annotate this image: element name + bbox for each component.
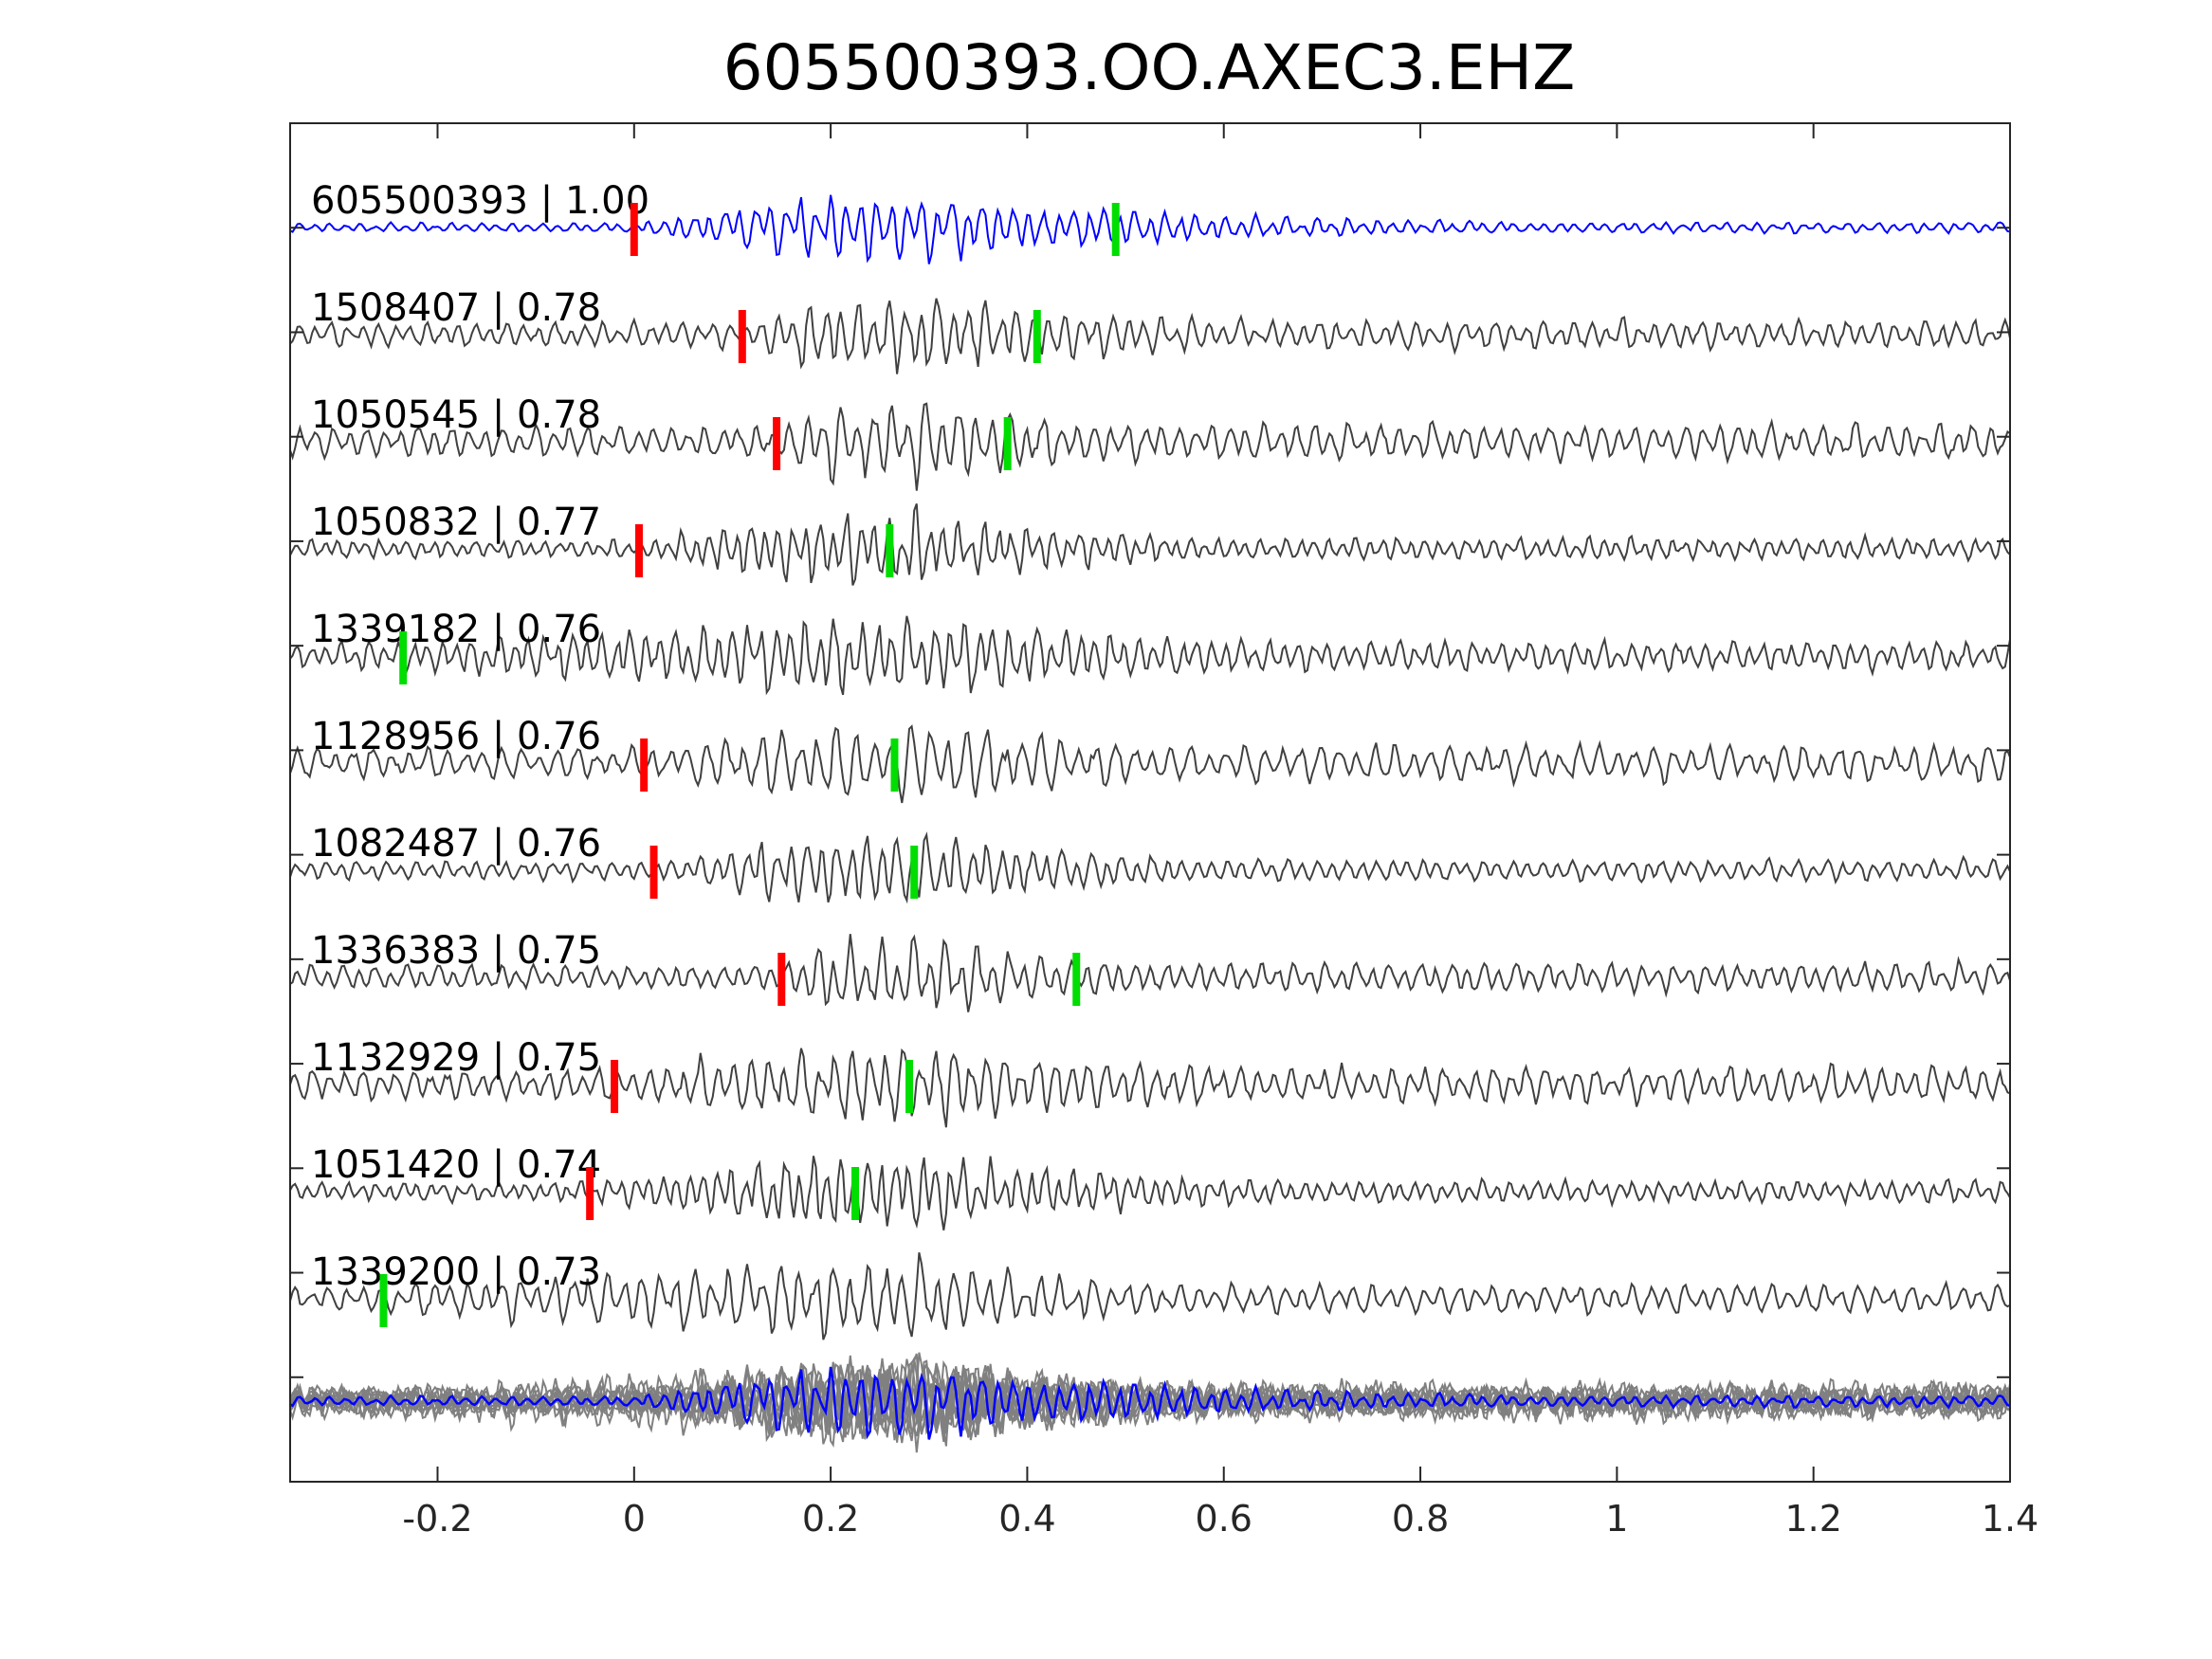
x-tick-label: 0.6 — [1196, 1498, 1252, 1540]
x-tick-label: 1.4 — [1982, 1498, 2038, 1540]
chart-title: 605500393.OO.AXEC3.EHZ — [723, 31, 1576, 104]
axes-layer: -0.2 0 0.2 0.4 0.6 0.8 1 1.2 1.4 — [289, 122, 2038, 1540]
x-tick-label: 1.2 — [1784, 1498, 1841, 1540]
x-tick-label: 0.4 — [998, 1498, 1055, 1540]
trace-line-605500393 — [289, 194, 2011, 264]
x-tick-label: 1 — [1605, 1498, 1628, 1540]
plot-frame — [289, 122, 2011, 1483]
trace-line-1132929 — [289, 1048, 2011, 1128]
trace-line-1128956 — [289, 724, 2011, 804]
traces-layer — [289, 194, 2011, 1340]
trace-label: 1339200 | 0.73 — [311, 1250, 601, 1294]
trace-label: 1508407 | 0.78 — [311, 286, 601, 330]
trace-label: 1339182 | 0.76 — [311, 608, 601, 651]
trace-label: 1050832 | 0.77 — [311, 501, 601, 544]
trace-line-1336383 — [289, 934, 2011, 1012]
trace-line-1082487 — [289, 831, 2011, 904]
trace-label: 1128956 | 0.76 — [311, 715, 601, 758]
trace-label: 1336383 | 0.75 — [311, 929, 601, 973]
trace-line-1051420 — [289, 1156, 2011, 1231]
trace-line-1050545 — [289, 402, 2011, 491]
trace-label: 1132929 | 0.75 — [311, 1036, 601, 1080]
x-tick-label: 0.8 — [1392, 1498, 1449, 1540]
trace-label: 1082487 | 0.76 — [311, 822, 601, 866]
trace-line-1339182 — [289, 615, 2011, 696]
trace-label: 605500393 | 1.00 — [311, 179, 649, 223]
trace-label: 1050545 | 0.78 — [311, 393, 601, 437]
trace-line-1050832 — [289, 503, 2011, 586]
x-tick-label: -0.2 — [402, 1498, 472, 1540]
picks-layer — [379, 203, 1120, 1327]
labels-layer: 605500393 | 1.00 1508407 | 0.78 1050545 | … — [311, 179, 649, 1294]
trace-line-1508407 — [289, 298, 2011, 374]
x-tick-label: 0.2 — [802, 1498, 859, 1540]
overlay-layer — [289, 1352, 2011, 1453]
trace-line-1339200 — [289, 1251, 2011, 1340]
trace-label: 1051420 | 0.74 — [311, 1143, 601, 1187]
overlay-template-line — [289, 1366, 2011, 1440]
overlay-trace-line — [289, 1363, 2011, 1442]
x-tick-label: 0 — [623, 1498, 646, 1540]
